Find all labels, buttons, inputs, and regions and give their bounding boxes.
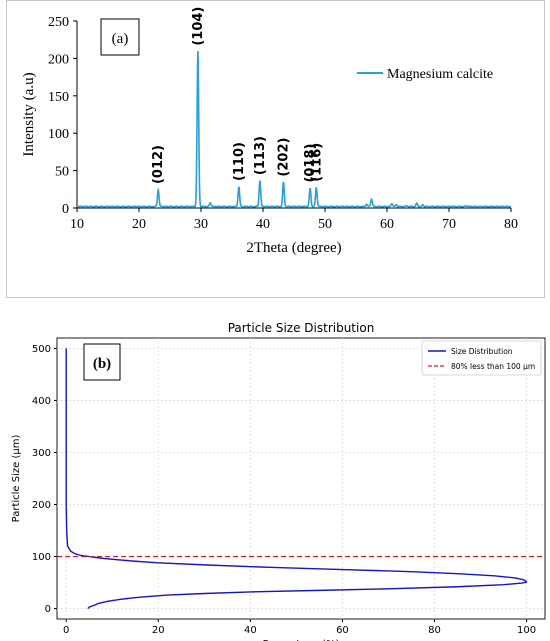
xrd-peak-point <box>309 187 311 190</box>
y-tick-label: 100 <box>32 552 51 563</box>
y-tick-label: 200 <box>32 500 51 511</box>
x-tick-label: 40 <box>256 217 270 232</box>
psd-chart: 0 20 40 60 80 100 0 100 200 300 400 500 Particle Siz… <box>11 321 546 641</box>
y-tick-label: 400 <box>32 396 51 407</box>
x-axis-label: 2Theta (degree) <box>246 240 341 256</box>
x-tick-label: 40 <box>244 625 257 636</box>
x-tick-label: 100 <box>517 625 536 636</box>
x-tick-label: 70 <box>442 217 456 232</box>
panel-label: (b) <box>93 356 111 372</box>
legend-box <box>421 340 542 376</box>
y-tick-label: 150 <box>48 90 69 105</box>
y-tick-label: 250 <box>48 15 69 30</box>
peak-annotation-label: (116) <box>309 143 324 182</box>
x-tick-label: 60 <box>336 625 349 636</box>
y-tick-label: 0 <box>45 604 51 615</box>
panel-label-box <box>100 18 140 56</box>
plot-frame <box>56 337 546 620</box>
x-axis-label: Percentage (%) <box>263 639 340 641</box>
xrd-peak-point <box>282 181 285 184</box>
y-axis-label: Particle Size (µm) <box>11 435 22 523</box>
y-tick-label: 300 <box>32 448 51 459</box>
xrd-peak-point <box>259 180 261 182</box>
xrd-peak-point <box>415 202 418 205</box>
xrd-peak-point <box>391 202 393 205</box>
xrd-peak-point <box>238 186 240 188</box>
y-tick-label: 500 <box>32 344 51 355</box>
peak-annotation-label: (113) <box>253 136 268 175</box>
x-tick-label: 30 <box>194 217 208 232</box>
y-tick-label: 0 <box>62 202 69 217</box>
xrd-peak-point <box>445 205 447 208</box>
x-tick-label: 50 <box>318 217 332 232</box>
y-tick-label: 100 <box>48 127 69 142</box>
peak-annotation-label: (110) <box>232 142 247 181</box>
xrd-peak-point <box>315 187 318 189</box>
y-tick-label: 200 <box>48 52 69 67</box>
x-tick-label: 20 <box>132 217 146 232</box>
xrd-peak-point <box>422 204 424 206</box>
legend-label-threshold: 80% less than 100 µm <box>451 362 535 371</box>
xrd-peak-point <box>157 189 160 191</box>
y-axis-label: Intensity (a.u) <box>21 72 37 156</box>
peak-annotation-label: (018) <box>303 144 318 183</box>
panel-label: (a) <box>112 31 129 47</box>
peak-annotation-label: (202) <box>276 138 291 177</box>
x-tick-label: 80 <box>504 217 518 232</box>
chart-title: Particle Size Distribution <box>228 321 375 335</box>
xrd-peak-point <box>197 50 199 53</box>
xrd-peak-point <box>406 204 408 207</box>
xrd-chart: 10 20 30 40 50 60 70 80 0 50 100 150 200 250 2Theta (d… <box>21 7 518 256</box>
xrd-peak-point <box>370 198 373 200</box>
x-tick-label: 10 <box>70 217 84 232</box>
xrd-series-line <box>76 51 512 208</box>
legend-label-size-distribution: Size Distribution <box>451 347 513 356</box>
xrd-peak-point <box>395 204 398 206</box>
x-tick-label: 0 <box>63 625 69 636</box>
xrd-peak-point <box>365 203 368 206</box>
xrd-peak-point <box>209 201 212 204</box>
panel-label-box <box>83 343 121 381</box>
xrd-chart-panel: 10 20 30 40 50 60 70 80 0 50 100 150 200 250 2Theta (d… <box>6 0 545 298</box>
xrd-peak-point <box>466 204 468 207</box>
size-distribution-line <box>65 348 528 610</box>
x-tick-label: 80 <box>428 625 441 636</box>
x-tick-label: 60 <box>380 217 394 232</box>
y-tick-label: 50 <box>55 165 69 180</box>
legend-label-magnesium-calcite: Magnesium calcite <box>387 67 493 82</box>
xrd-peak-point <box>492 205 495 208</box>
peak-annotation-label: (012) <box>151 145 166 184</box>
peak-annotation-label: (104) <box>191 7 206 46</box>
x-tick-label: 20 <box>152 625 165 636</box>
psd-chart-panel: 0 20 40 60 80 100 0 100 200 300 400 500 Particle Siz… <box>0 316 550 641</box>
